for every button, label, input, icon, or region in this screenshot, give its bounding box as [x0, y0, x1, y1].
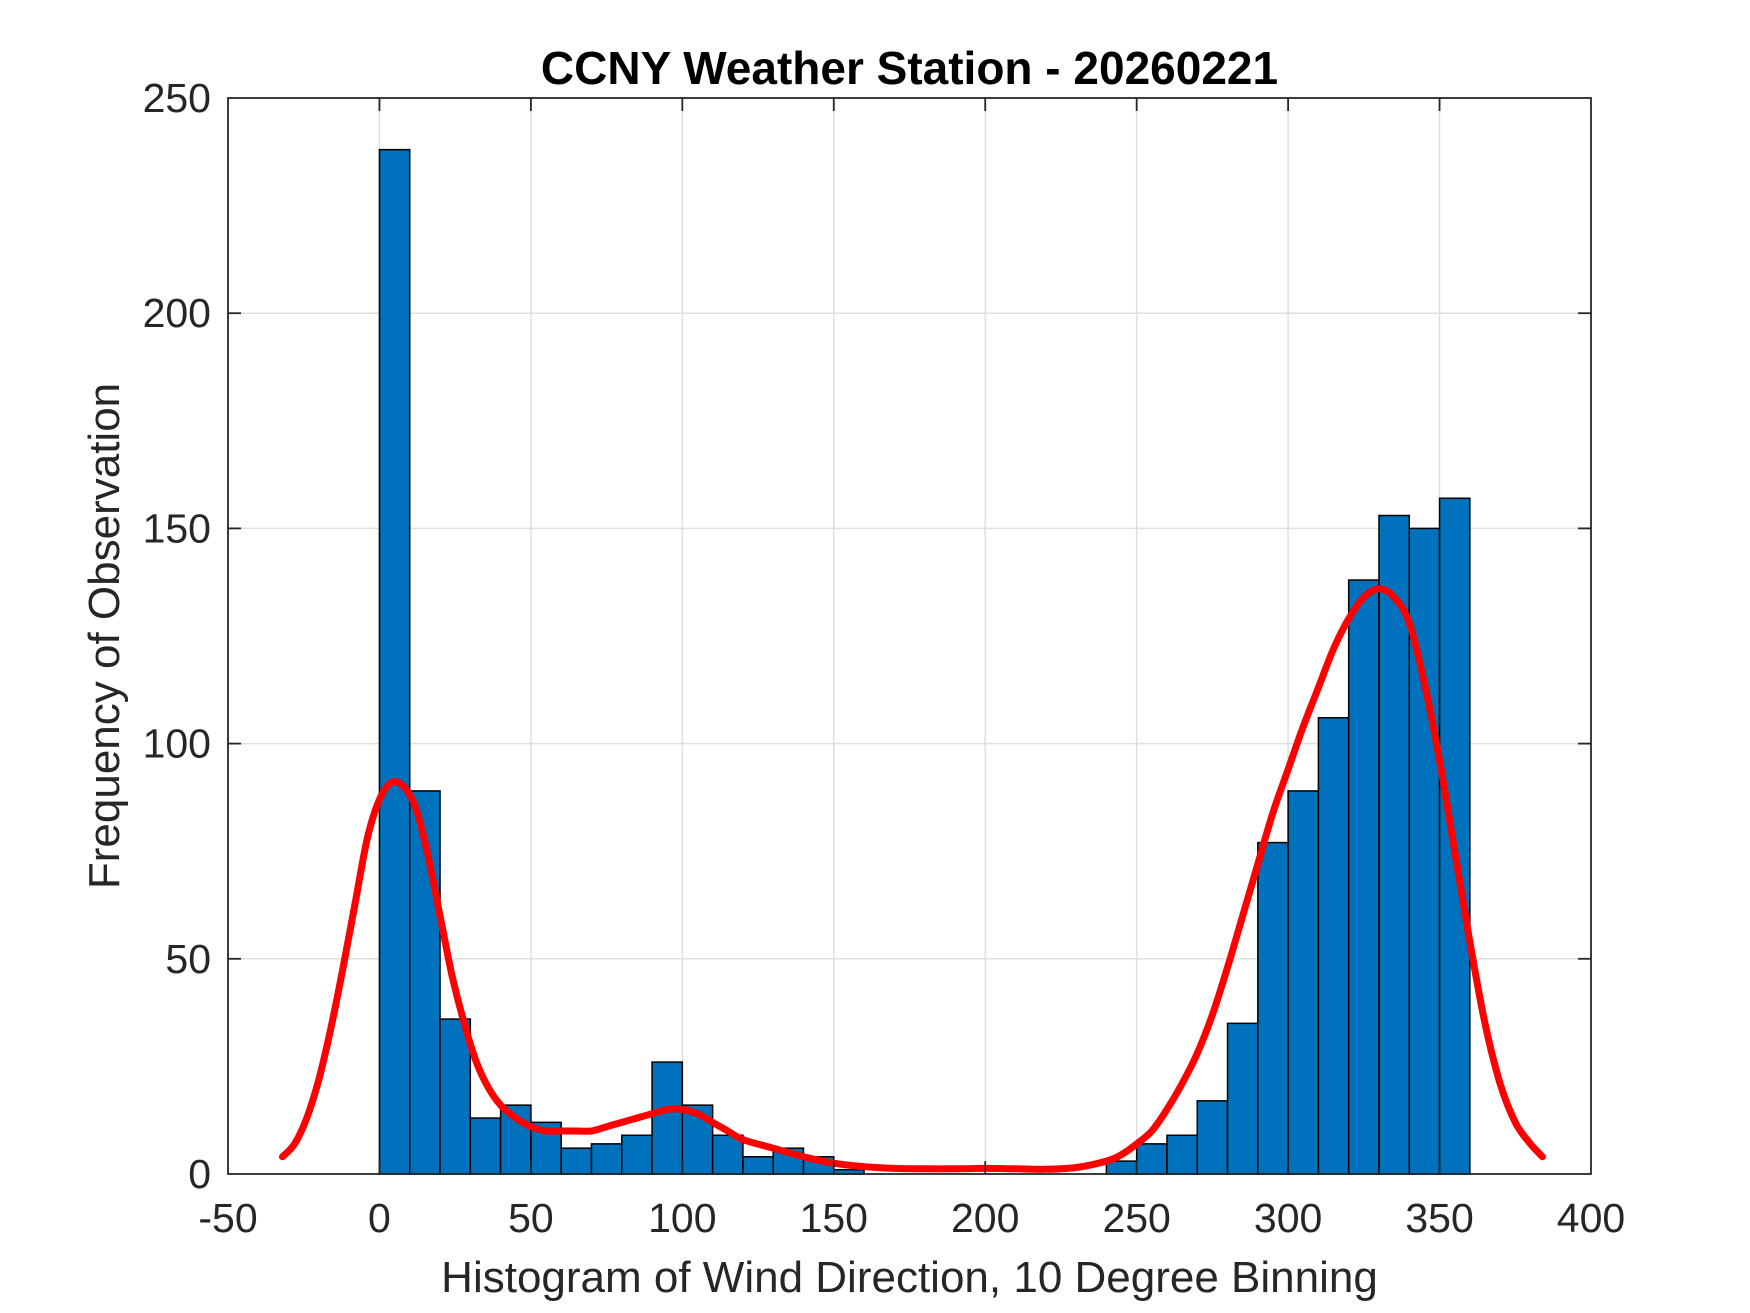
x-tick-labels: -50 0 50 100 150 200 250 300 350 400 [198, 1195, 1625, 1241]
histogram-bar [1196, 1100, 1229, 1175]
y-axis-label: Frequency of Observation [80, 383, 129, 889]
y-tick-label: 200 [143, 290, 211, 336]
histogram-bar [742, 1156, 774, 1175]
y-tick-label: 50 [165, 936, 211, 982]
x-tick-label: 100 [648, 1195, 716, 1241]
x-tick-label: 0 [368, 1195, 391, 1241]
x-tick-label: 150 [800, 1195, 868, 1241]
histogram-bar [1135, 1143, 1168, 1175]
y-tick-label: 250 [143, 75, 211, 121]
x-tick-label: -50 [198, 1195, 257, 1241]
histogram-bar [590, 1143, 623, 1175]
density-curve [279, 585, 1546, 1173]
histogram-bar [1226, 1022, 1259, 1175]
chart-title: CCNY Weather Station - 20260221 [541, 42, 1278, 94]
y-tick-label: 100 [143, 721, 211, 767]
y-tick-label: 0 [188, 1151, 211, 1197]
x-axis-label: Histogram of Wind Direction, 10 Degree B… [441, 1253, 1378, 1302]
y-tick-label: 150 [143, 505, 211, 551]
axes-box [227, 97, 1592, 1175]
histogram-bar [560, 1147, 593, 1175]
histogram-bar [1408, 527, 1441, 1175]
y-tick-labels: 0 50 100 150 200 250 [143, 75, 211, 1197]
histogram-bar [469, 1117, 502, 1175]
histogram-bar [1347, 579, 1380, 1175]
histogram-bar [621, 1134, 653, 1175]
x-tick-label: 350 [1405, 1195, 1473, 1241]
histogram-bar [439, 1018, 472, 1175]
histogram-bar [711, 1134, 744, 1175]
histogram-bar [1287, 790, 1320, 1175]
x-tick-label: 400 [1557, 1195, 1625, 1241]
histogram-bar [1317, 717, 1350, 1175]
x-tick-label: 50 [508, 1195, 554, 1241]
histogram-bar [1257, 841, 1289, 1175]
histogram-bar [378, 148, 411, 1175]
tick-marks [228, 98, 1591, 1174]
histogram-bar [651, 1061, 684, 1175]
x-tick-label: 250 [1102, 1195, 1170, 1241]
x-tick-label: 200 [951, 1195, 1019, 1241]
histogram-bar [1166, 1134, 1198, 1175]
x-tick-label: 300 [1254, 1195, 1322, 1241]
